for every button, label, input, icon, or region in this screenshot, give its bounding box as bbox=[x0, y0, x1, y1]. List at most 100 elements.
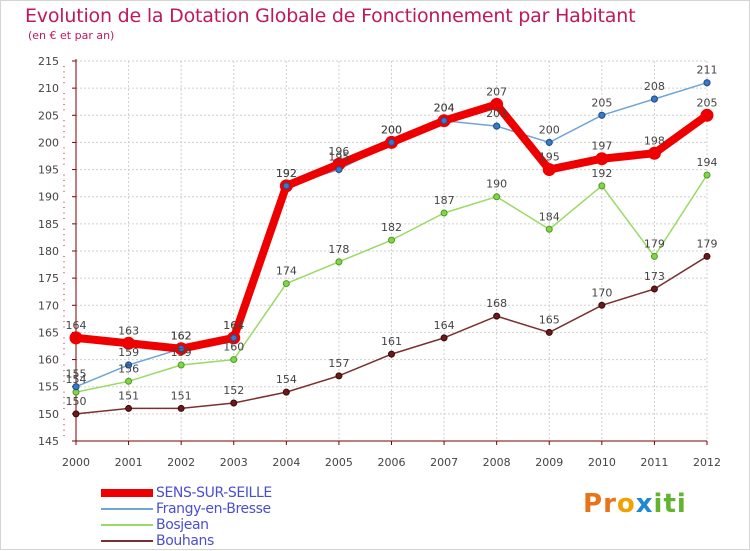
data-label: 204 bbox=[434, 102, 455, 115]
data-point-3 bbox=[545, 328, 553, 336]
data-label: 160 bbox=[223, 341, 244, 354]
data-point-overlay bbox=[598, 111, 606, 119]
data-label: 182 bbox=[381, 221, 402, 234]
x-tick-label: 2012 bbox=[693, 456, 721, 469]
data-point-3 bbox=[598, 301, 606, 309]
data-point-3 bbox=[230, 399, 238, 407]
data-point-2 bbox=[388, 236, 395, 244]
data-label: 164 bbox=[223, 319, 244, 332]
data-point-overlay bbox=[388, 138, 395, 146]
data-point-0 bbox=[122, 336, 136, 350]
x-tick-label: 2003 bbox=[220, 456, 248, 469]
legend-label-sens-sur-seille: SENS-SUR-SEILLE bbox=[156, 485, 272, 501]
data-point-0 bbox=[542, 163, 556, 177]
y-tick-label: 165 bbox=[38, 326, 59, 339]
data-point-overlay bbox=[493, 122, 501, 130]
data-label: 173 bbox=[644, 270, 665, 283]
data-point-0 bbox=[69, 331, 83, 345]
data-point-overlay bbox=[72, 383, 80, 391]
data-label: 168 bbox=[486, 297, 507, 310]
data-label: 208 bbox=[644, 80, 665, 93]
y-tick-label: 155 bbox=[38, 381, 59, 394]
data-point-3 bbox=[388, 350, 395, 358]
data-label: 197 bbox=[591, 140, 612, 153]
logo-letter: o bbox=[616, 489, 636, 519]
data-label: 194 bbox=[697, 156, 718, 169]
data-label: 159 bbox=[171, 346, 192, 359]
data-label: 179 bbox=[644, 237, 665, 250]
data-point-overlay bbox=[703, 79, 711, 87]
x-tick-label: 2006 bbox=[378, 456, 406, 469]
y-tick-label: 195 bbox=[38, 164, 59, 177]
x-tick-label: 2000 bbox=[62, 456, 90, 469]
data-point-2 bbox=[282, 280, 290, 288]
data-label: 154 bbox=[66, 373, 87, 386]
data-point-2 bbox=[125, 377, 133, 385]
y-tick-label: 190 bbox=[38, 191, 59, 204]
y-tick-label: 150 bbox=[38, 408, 59, 421]
x-tick-label: 2002 bbox=[167, 456, 195, 469]
data-label: 150 bbox=[66, 395, 87, 408]
x-tick-label: 2005 bbox=[325, 456, 353, 469]
data-label: 198 bbox=[644, 134, 665, 147]
y-tick-label: 200 bbox=[38, 136, 59, 149]
data-label: 203 bbox=[486, 107, 507, 120]
y-tick-label: 210 bbox=[38, 82, 59, 95]
data-point-2 bbox=[598, 182, 606, 190]
data-point-0 bbox=[490, 97, 504, 111]
data-label: 165 bbox=[539, 313, 560, 326]
x-tick-label: 2010 bbox=[588, 456, 616, 469]
logo-letter: i bbox=[676, 489, 687, 519]
x-tick-label: 2008 bbox=[483, 456, 511, 469]
data-point-2 bbox=[230, 356, 238, 364]
data-point-overlay bbox=[545, 138, 553, 146]
data-label: 195 bbox=[539, 151, 560, 164]
data-label: 179 bbox=[697, 237, 718, 250]
data-label: 205 bbox=[591, 96, 612, 109]
data-point-overlay bbox=[650, 95, 658, 103]
y-tick-label: 215 bbox=[38, 55, 59, 68]
data-point-2 bbox=[440, 209, 448, 217]
data-label: 174 bbox=[276, 265, 297, 278]
logo-letter: i bbox=[653, 489, 664, 519]
y-tick-label: 180 bbox=[38, 245, 59, 258]
data-label: 205 bbox=[697, 96, 718, 109]
data-point-overlay bbox=[440, 117, 448, 125]
data-point-2 bbox=[493, 193, 501, 201]
legend-label-bouhans: Bouhans bbox=[156, 533, 214, 549]
logo-letter: P bbox=[583, 489, 604, 519]
data-label: 164 bbox=[66, 319, 87, 332]
chart-title: Evolution de la Dotation Globale de Fonc… bbox=[25, 5, 636, 27]
data-point-3 bbox=[282, 388, 290, 396]
data-point-overlay bbox=[230, 334, 238, 342]
data-label: 154 bbox=[276, 373, 297, 386]
data-point-overlay bbox=[282, 182, 290, 190]
data-label: 159 bbox=[118, 346, 139, 359]
data-label: 170 bbox=[591, 286, 612, 299]
data-point-3 bbox=[650, 285, 658, 293]
data-label: 195 bbox=[328, 151, 349, 164]
data-label: 162 bbox=[171, 330, 192, 343]
data-label: 204 bbox=[434, 102, 455, 115]
data-label: 200 bbox=[381, 123, 402, 136]
y-tick-label: 185 bbox=[38, 218, 59, 231]
data-label: 211 bbox=[697, 64, 718, 77]
y-tick-label: 145 bbox=[38, 435, 59, 448]
x-tick-label: 2009 bbox=[535, 456, 563, 469]
legend-label-frangy-en-bresse: Frangy-en-Bresse bbox=[156, 501, 271, 517]
data-label: 156 bbox=[118, 362, 139, 375]
data-point-2 bbox=[177, 361, 185, 369]
x-tick-label: 2001 bbox=[115, 456, 143, 469]
data-label: 164 bbox=[223, 319, 244, 332]
legend-swatch-bouhans bbox=[101, 540, 153, 542]
data-label: 192 bbox=[276, 167, 297, 180]
data-point-3 bbox=[703, 252, 711, 260]
logo-letter: x bbox=[635, 489, 654, 519]
logo-letter: t bbox=[663, 489, 677, 519]
data-label: 164 bbox=[434, 319, 455, 332]
y-tick-label: 205 bbox=[38, 109, 59, 122]
legend-swatch-bosjean bbox=[101, 524, 153, 526]
y-tick-label: 175 bbox=[38, 272, 59, 285]
proxiti-logo: Proxiti bbox=[583, 489, 687, 519]
